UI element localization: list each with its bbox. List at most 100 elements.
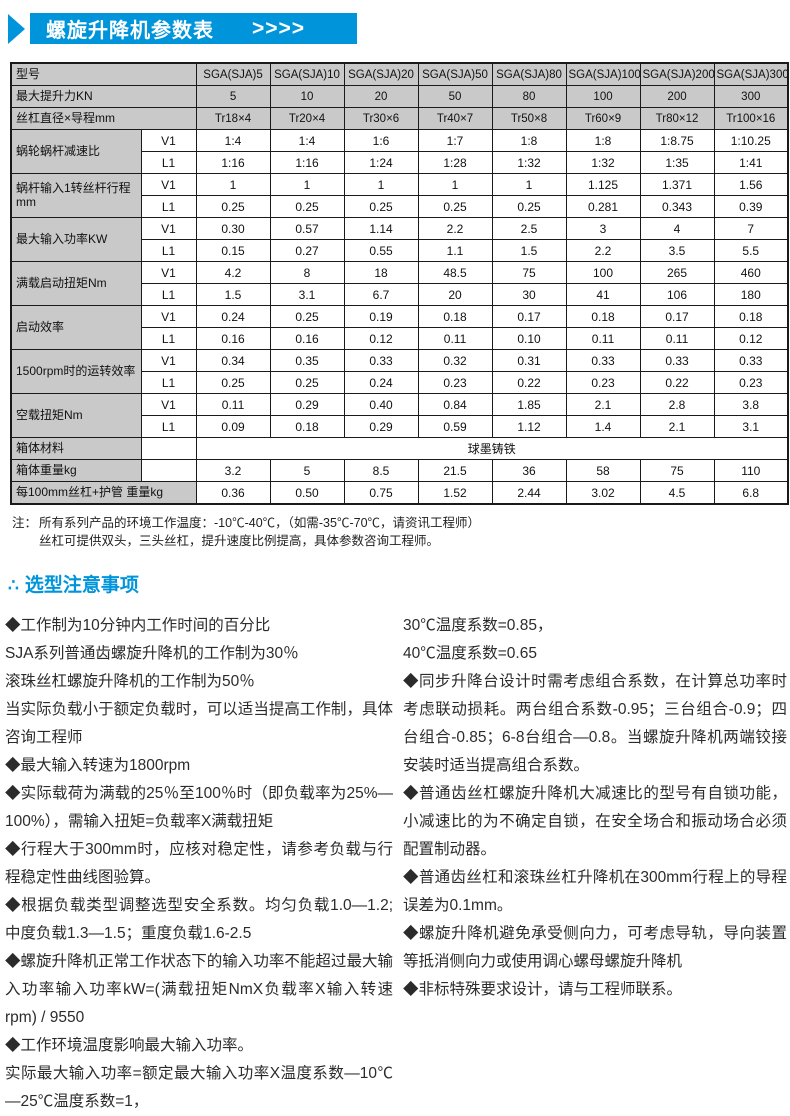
table-row: 型号 SGA(SJA)5 SGA(SJA)10 SGA(SJA)20 SGA(SJA)5… xyxy=(10,62,789,86)
notice-paragraph: ◆螺旋升降机避免承受侧向力，可考虑导轨，导向装置等抵消侧向力或使用调心螺母螺旋升… xyxy=(403,925,787,970)
row-label: 箱体材料 xyxy=(10,437,142,460)
value-cell: Tr50×8 xyxy=(491,107,567,130)
value-cell: 0.17 xyxy=(491,305,567,328)
value-cell: 2.5 xyxy=(491,217,567,240)
value-cell: 0.25 xyxy=(195,195,271,218)
notice-paragraph: ◆实际载荷为满载的25％至100％时（即负载率为25%—100%），需输入扭矩=… xyxy=(5,785,393,830)
value-cell: 0.50 xyxy=(269,481,345,505)
table-row: L1 0.09 0.18 0.29 0.59 1.12 1.4 2.1 3.1 xyxy=(11,415,789,438)
table-row: L1 0.15 0.27 0.55 1.1 1.5 2.2 3.5 5.5 xyxy=(11,239,789,262)
value-cell: 1:6 xyxy=(343,129,419,152)
value-cell: 6.8 xyxy=(713,481,789,505)
parameters-table: 型号 SGA(SJA)5 SGA(SJA)10 SGA(SJA)20 SGA(SJA)5… xyxy=(10,62,790,505)
table-row: L1 1.5 3.1 6.7 20 30 41 106 180 xyxy=(11,283,789,306)
value-cell: 1:24 xyxy=(343,151,419,174)
value-cell: 1.56 xyxy=(713,173,789,196)
value-cell: 20 xyxy=(343,85,419,108)
section-title-text: 选型注意事项 xyxy=(24,575,139,596)
value-cell: 1.85 xyxy=(491,393,567,416)
table-row: 最大输入功率KW V1 0.30 0.57 1.14 2.2 2.5 3 4 7 xyxy=(10,217,789,262)
value-cell: 0.281 xyxy=(565,195,641,218)
notice-paragraph: 40℃温度系数=0.65 xyxy=(403,645,537,662)
value-cell: 0.24 xyxy=(343,371,419,394)
value-cell: 0.18 xyxy=(565,305,641,328)
value-cell: 5 xyxy=(269,459,345,482)
value-cell: Tr100×16 xyxy=(713,107,789,130)
value-cell: 8.5 xyxy=(343,459,419,482)
notice-paragraph: ◆最大输入转速为1800rpm xyxy=(5,757,191,774)
value-cell: 75 xyxy=(639,459,715,482)
value-cell: 0.27 xyxy=(269,239,345,262)
table-row: 满载启动扭矩Nm V1 4.2 8 18 48.5 75 100 265 460 xyxy=(10,261,789,306)
value-cell: 3 xyxy=(565,217,641,240)
value-cell: 3.8 xyxy=(713,393,789,416)
value-cell: 0.17 xyxy=(639,305,715,328)
value-cell: 1 xyxy=(195,173,271,196)
value-cell: 1:8.75 xyxy=(639,129,715,152)
value-cell: 0.25 xyxy=(269,305,345,328)
value-cell: 0.25 xyxy=(269,195,345,218)
value-cell: 0.11 xyxy=(565,327,641,350)
value-cell: 0.59 xyxy=(417,415,493,438)
notice-paragraph: ◆工作环境温度影响最大输入功率。 xyxy=(5,1037,254,1054)
row-label: 蜗轮蜗杆减速比 xyxy=(10,129,142,174)
value-cell: 4.2 xyxy=(195,261,271,284)
value-cell: 5.5 xyxy=(713,239,789,262)
table-row: L1 0.25 0.25 0.24 0.23 0.22 0.23 0.22 0.23 xyxy=(11,371,789,394)
merged-value-cell: 球墨铸铁 xyxy=(195,437,789,460)
notice-paragraph: ◆根据负载类型调整选型安全系数。均匀负载1.0—1.2;中度负载1.3—1.5；… xyxy=(5,897,393,942)
value-cell: 48.5 xyxy=(417,261,493,284)
value-cell: Tr20×4 xyxy=(269,107,345,130)
table-row: L1 1:16 1:16 1:24 1:28 1:32 1:32 1:35 1:41 xyxy=(11,151,789,174)
value-cell: 2.2 xyxy=(565,239,641,262)
value-cell: 0.25 xyxy=(195,371,271,394)
sub-row-label: L1 xyxy=(140,371,197,394)
value-cell: 1.125 xyxy=(565,173,641,196)
sub-row-label: V1 xyxy=(140,217,197,240)
value-cell: 3.5 xyxy=(639,239,715,262)
value-cell: 460 xyxy=(713,261,789,284)
value-cell: 1.1 xyxy=(417,239,493,262)
value-cell: 180 xyxy=(713,283,789,306)
value-cell: 8 xyxy=(269,261,345,284)
row-label: 最大提升力KN xyxy=(10,85,197,108)
value-cell: 1 xyxy=(269,173,345,196)
value-cell: 50 xyxy=(417,85,493,108)
value-cell: 0.33 xyxy=(713,349,789,372)
value-cell: 0.10 xyxy=(491,327,567,350)
notice-paragraph: 实际最大输入功率=额定最大输入功率X温度系数—10℃—25℃温度系数=1， xyxy=(5,1065,393,1110)
value-cell: SGA(SJA)20 xyxy=(343,62,419,86)
value-cell: 1:32 xyxy=(491,151,567,174)
value-cell: 1:16 xyxy=(269,151,345,174)
sub-row-label: V1 xyxy=(140,393,197,416)
value-cell: 265 xyxy=(639,261,715,284)
value-cell: 4.5 xyxy=(639,481,715,505)
value-cell: 0.29 xyxy=(343,415,419,438)
value-cell: 0.23 xyxy=(417,371,493,394)
sub-row-label: L1 xyxy=(140,283,197,306)
table-row: 蜗杆输入1转丝杆行程mm V1 1 1 1 1 1 1.125 1.371 1.56 xyxy=(10,173,789,218)
value-cell: 106 xyxy=(639,283,715,306)
sub-row-label: V1 xyxy=(140,349,197,372)
table-row: 每100mm丝杠+护管 重量kg 0.36 0.50 0.75 1.52 2.44 3.02… xyxy=(10,481,789,505)
value-cell: 0.23 xyxy=(565,371,641,394)
value-cell: 0.34 xyxy=(195,349,271,372)
value-cell: 10 xyxy=(269,85,345,108)
value-cell: 0.29 xyxy=(269,393,345,416)
table-row: 启动效率 V1 0.24 0.25 0.19 0.18 0.17 0.18 0.17 0.18 xyxy=(10,305,789,350)
sub-row-label: L1 xyxy=(140,151,197,174)
page-title: 螺旋升降机参数表 xyxy=(46,20,214,42)
value-cell: 7 xyxy=(713,217,789,240)
header-bar: 螺旋升降机参数表 >>>> xyxy=(30,13,357,44)
value-cell: 1:10.25 xyxy=(713,129,789,152)
value-cell: 0.24 xyxy=(195,305,271,328)
value-cell: 1:7 xyxy=(417,129,493,152)
value-cell: 1 xyxy=(491,173,567,196)
value-cell: 75 xyxy=(491,261,567,284)
value-cell: 2.44 xyxy=(491,481,567,505)
notice-paragraph: ◆非标特殊要求设计，请与工程师联系。 xyxy=(403,981,683,998)
value-cell: 1:35 xyxy=(639,151,715,174)
notice-column-left: ◆工作制为10分钟内工作时间的百分比 SJA系列普通齿螺旋升降机的工作制为30％ 滚… xyxy=(5,612,393,1116)
sub-row-label: L1 xyxy=(140,415,197,438)
value-cell: 2.1 xyxy=(565,393,641,416)
